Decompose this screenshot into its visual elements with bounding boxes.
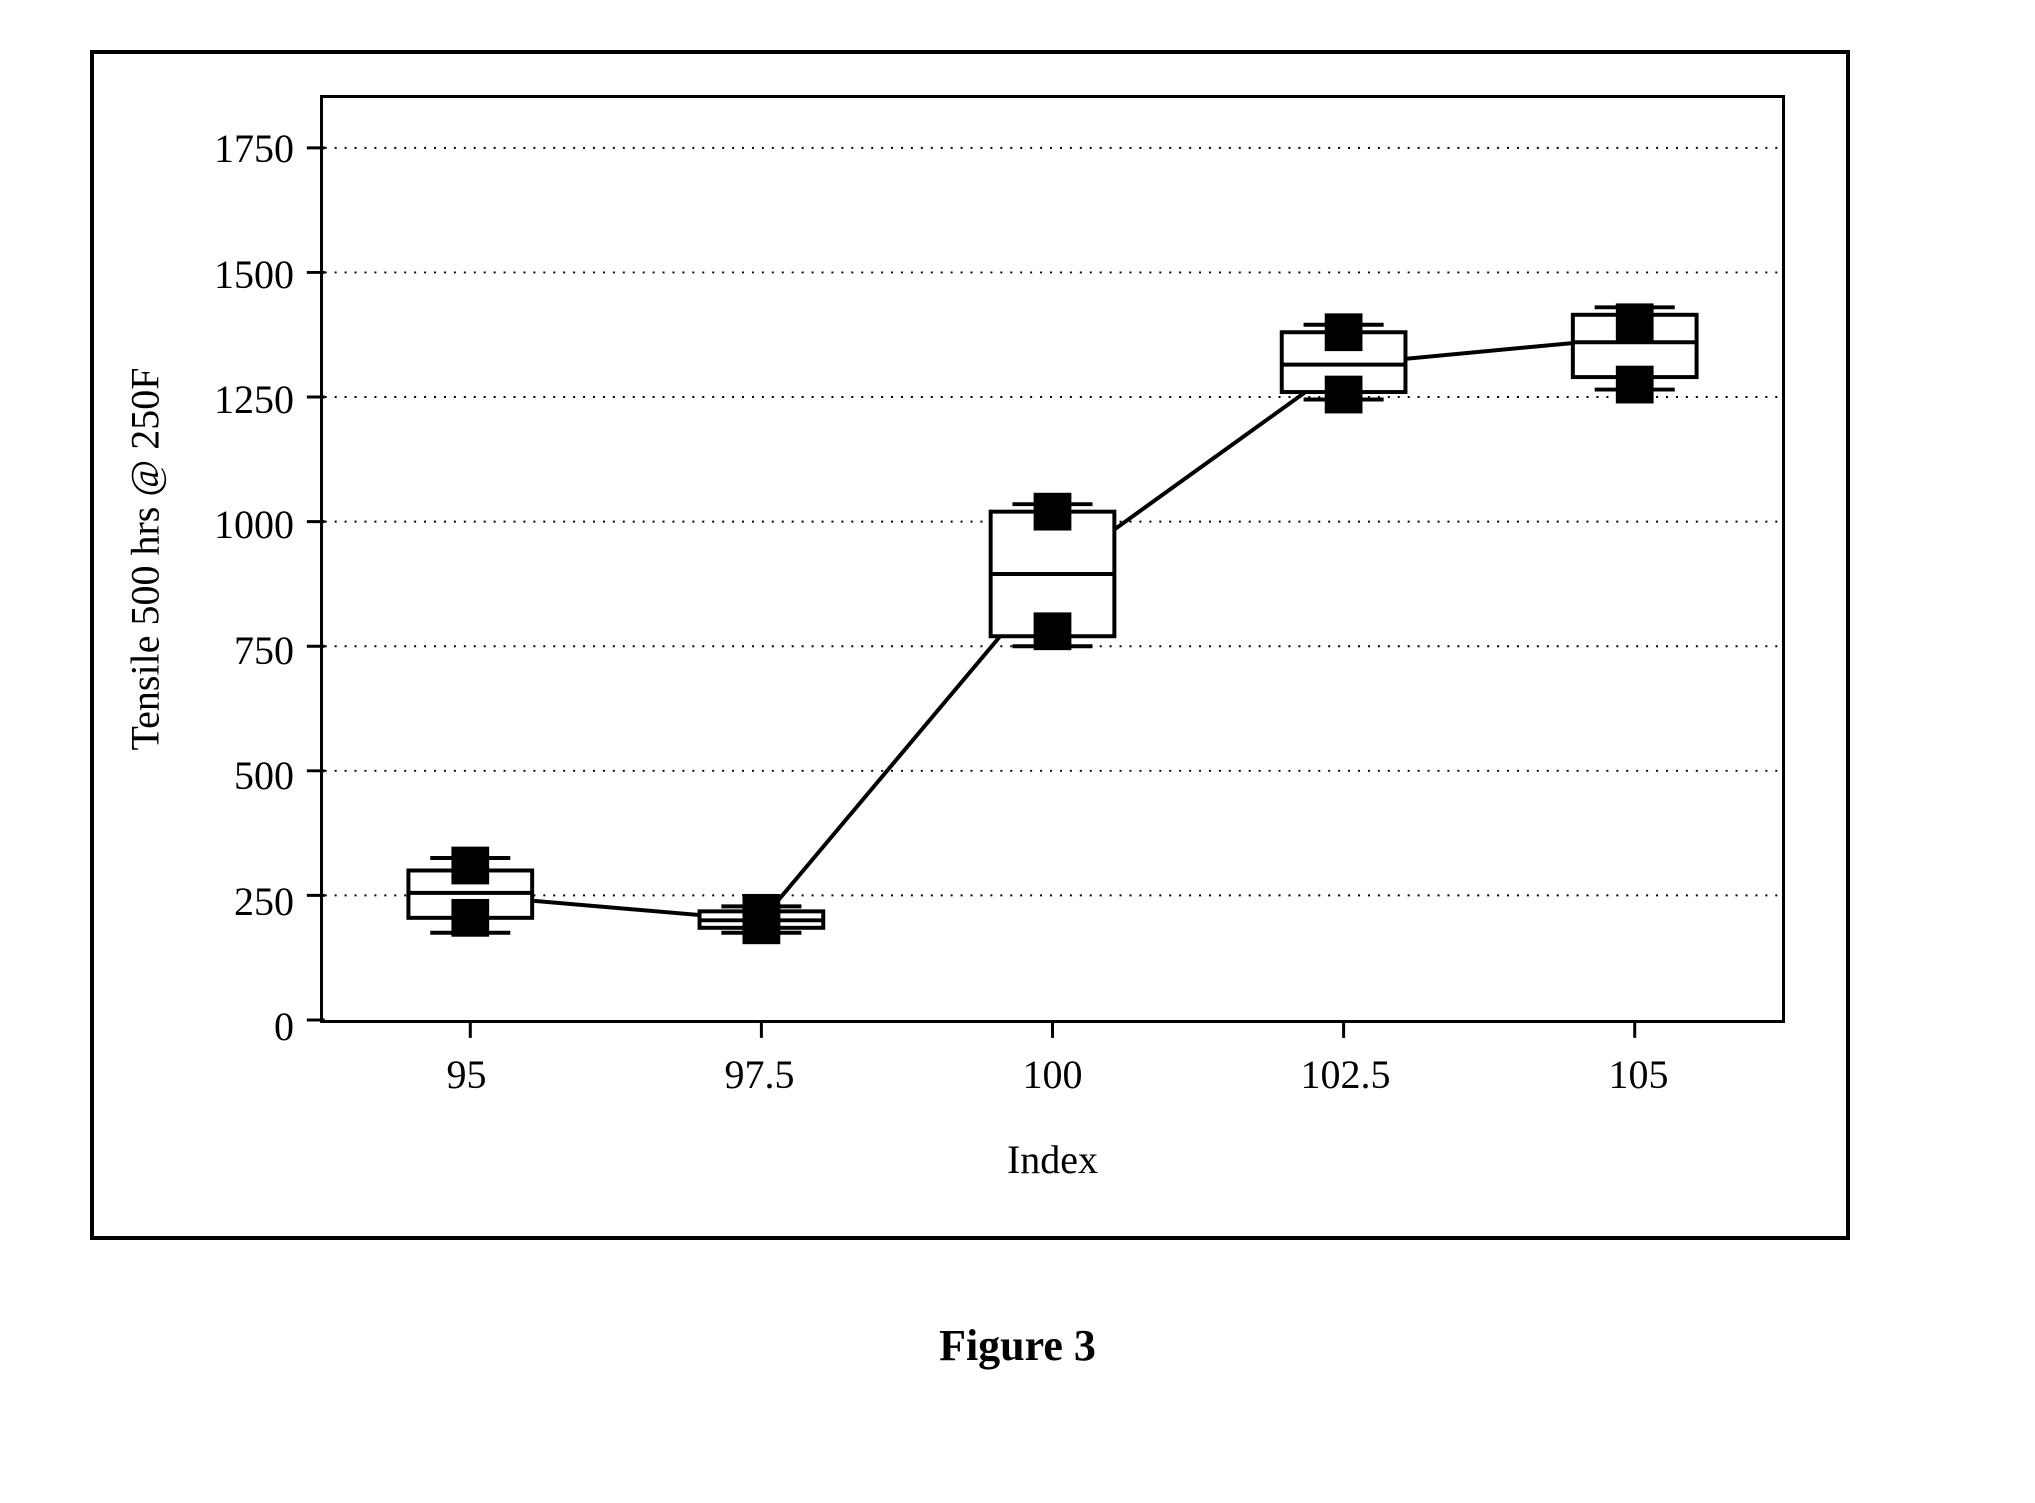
- y-tick-label: 0: [274, 1003, 294, 1050]
- x-tick-label: 102.5: [1301, 1051, 1391, 1098]
- data-marker: [1325, 376, 1363, 414]
- data-marker: [743, 894, 781, 932]
- data-marker: [1616, 303, 1654, 341]
- y-axis-label: Tensile 500 hrs @ 250F: [122, 368, 169, 751]
- x-tick-label: 97.5: [725, 1051, 795, 1098]
- y-tick-label: 1500: [214, 251, 294, 298]
- y-tick-label: 1250: [214, 376, 294, 423]
- data-marker: [1034, 612, 1072, 650]
- data-marker: [1616, 366, 1654, 404]
- x-tick-label: 100: [1023, 1051, 1083, 1098]
- page-root: 0 250 500 750 1000 1250 1500 1750 95 97.5 100 102.…: [0, 0, 2035, 1503]
- data-marker: [1325, 313, 1363, 351]
- x-axis-label: Index: [1007, 1136, 1098, 1183]
- figure-caption: Figure 3: [939, 1320, 1096, 1371]
- data-marker: [451, 847, 489, 885]
- y-tick-label: 1750: [214, 125, 294, 172]
- y-tick-label: 750: [234, 627, 294, 674]
- data-marker: [1034, 493, 1072, 531]
- plot-frame: [320, 95, 1785, 1023]
- x-tick-label: 95: [447, 1051, 487, 1098]
- y-tick-label: 250: [234, 878, 294, 925]
- x-tick-label: 105: [1609, 1051, 1669, 1098]
- plot-svg: [323, 98, 1782, 1020]
- y-tick-label: 500: [234, 752, 294, 799]
- y-tick-label: 1000: [214, 501, 294, 548]
- plot-area: [323, 98, 1782, 1020]
- data-marker: [451, 899, 489, 937]
